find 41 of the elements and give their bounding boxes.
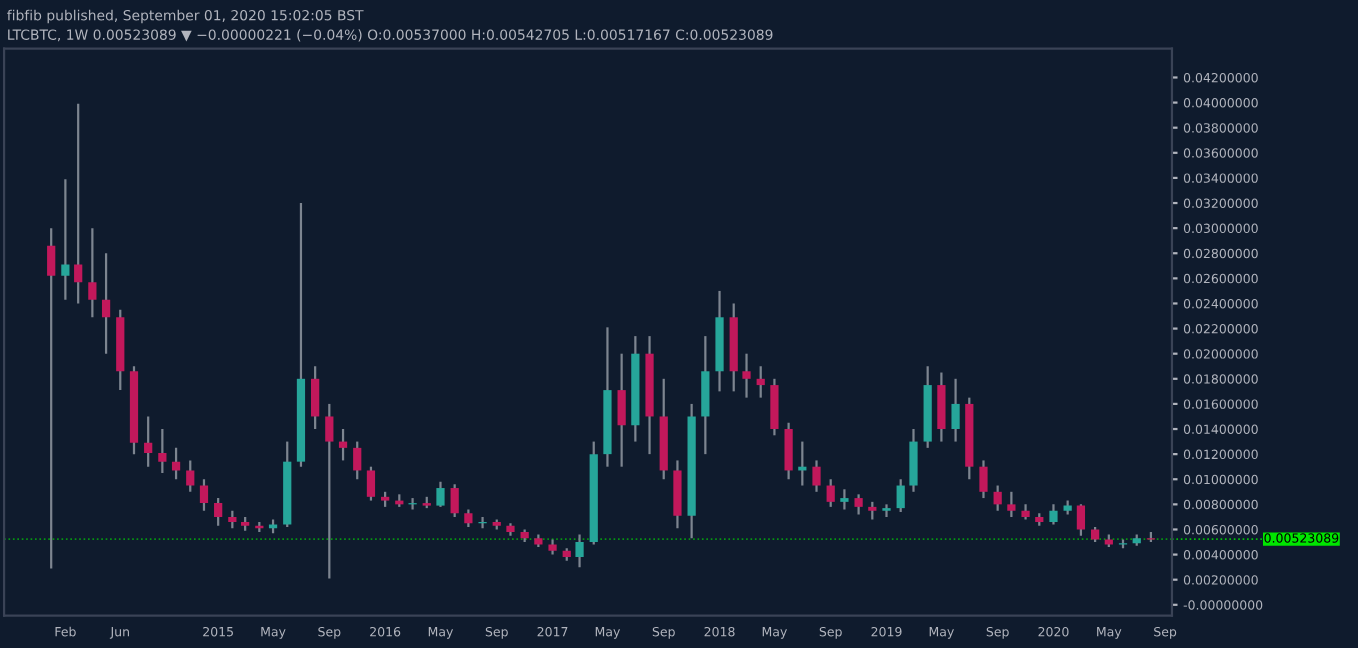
candlestick bbox=[1076, 503, 1086, 537]
candlestick bbox=[896, 478, 905, 513]
candlestick bbox=[617, 352, 626, 468]
candlestick bbox=[882, 503, 891, 519]
candlestick bbox=[325, 402, 334, 580]
candlestick bbox=[353, 440, 362, 481]
candlestick bbox=[158, 427, 167, 475]
candlestick bbox=[61, 178, 70, 301]
candlestick bbox=[937, 371, 946, 443]
candlestick bbox=[366, 465, 376, 502]
candlestick bbox=[47, 227, 56, 570]
candlestick bbox=[436, 480, 445, 508]
candlestick bbox=[742, 352, 751, 399]
candlestick bbox=[909, 427, 918, 493]
candlestick bbox=[478, 515, 487, 530]
candlestick bbox=[826, 478, 835, 508]
candlestick bbox=[311, 365, 320, 431]
candlestick bbox=[88, 227, 97, 319]
candlestick bbox=[784, 421, 793, 481]
candlestick bbox=[673, 459, 682, 530]
candlestick bbox=[770, 377, 779, 437]
candlestick bbox=[101, 252, 111, 355]
candlestick bbox=[408, 496, 417, 511]
candlestick bbox=[144, 415, 153, 468]
candlestick bbox=[701, 335, 710, 456]
candlestick bbox=[1007, 490, 1016, 519]
candlestick bbox=[854, 493, 863, 516]
candlestick bbox=[812, 459, 821, 493]
candlestick bbox=[951, 377, 960, 443]
candlestick bbox=[450, 483, 459, 519]
candlestick bbox=[979, 459, 988, 500]
candlestick bbox=[993, 484, 1002, 512]
candlestick bbox=[1049, 503, 1058, 526]
candlestick bbox=[840, 488, 849, 511]
candlestick bbox=[186, 459, 195, 493]
candlestick bbox=[575, 533, 584, 569]
candlestick bbox=[756, 365, 765, 399]
candlestick bbox=[74, 102, 83, 305]
candlestick bbox=[199, 478, 209, 512]
candlestick bbox=[214, 496, 223, 527]
candlestick bbox=[338, 427, 348, 462]
